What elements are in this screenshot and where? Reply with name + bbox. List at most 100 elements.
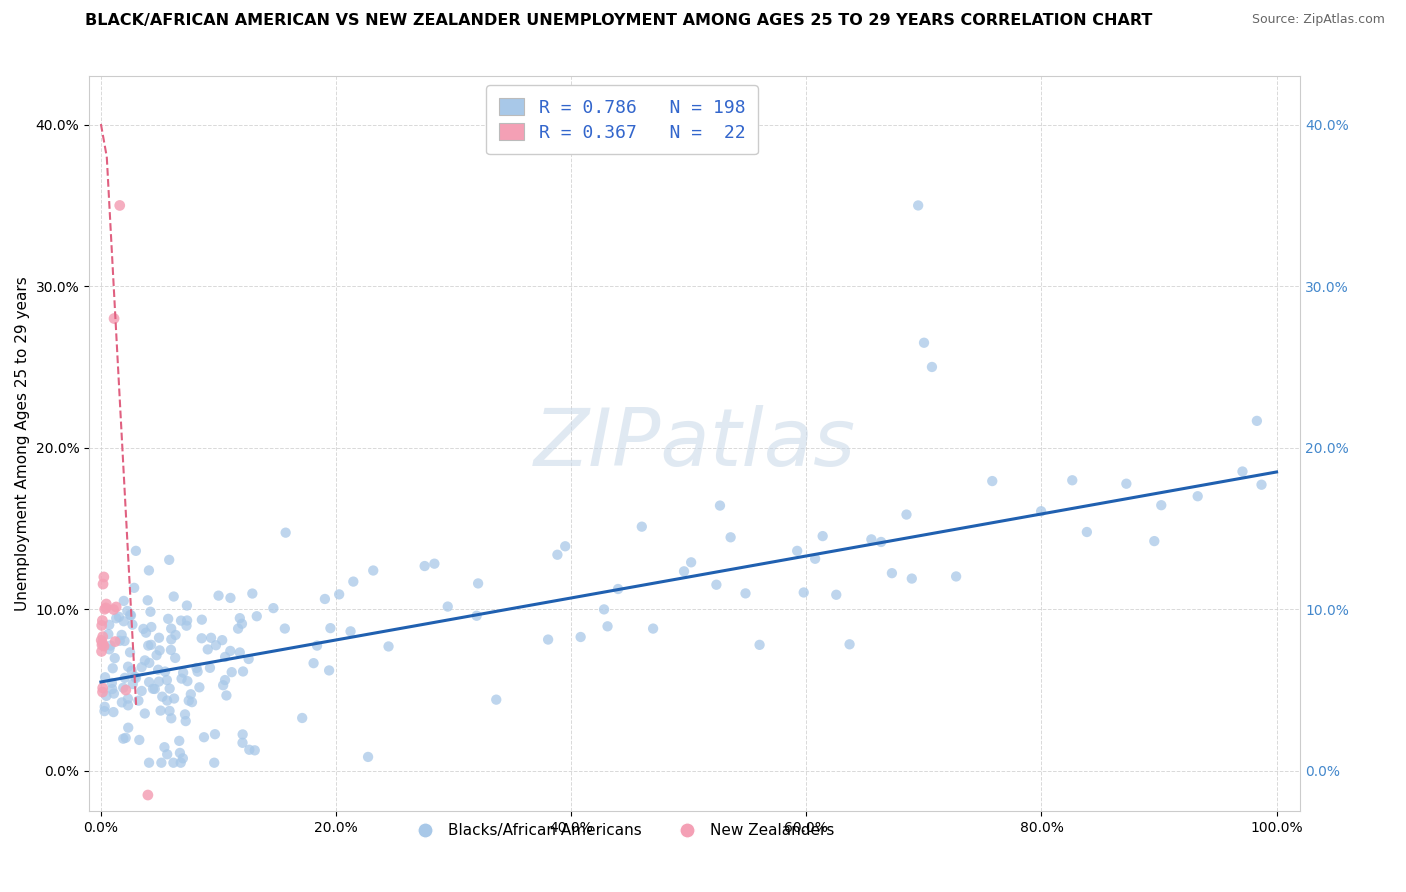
Point: [91, 630, 114, 644]
Point: [174, 707, 197, 722]
Point: [546, 548, 568, 562]
Point: [94, 670, 117, 684]
Point: [231, 616, 253, 631]
Point: [219, 591, 242, 605]
Point: [138, 563, 160, 577]
Point: [117, 698, 139, 713]
Point: [870, 535, 893, 549]
Point: [122, 581, 145, 595]
Point: [202, 756, 225, 770]
Point: [93, 570, 115, 584]
Point: [554, 539, 576, 553]
Point: [793, 585, 815, 599]
Point: [160, 711, 183, 725]
Point: [181, 695, 204, 709]
Point: [1076, 524, 1098, 539]
Point: [305, 639, 328, 653]
Point: [160, 643, 183, 657]
Point: [720, 530, 742, 544]
Point: [274, 622, 297, 636]
Point: [100, 639, 122, 653]
Point: [91, 685, 114, 699]
Point: [339, 624, 361, 639]
Point: [136, 788, 159, 802]
Point: [1029, 504, 1052, 518]
Point: [108, 198, 131, 212]
Point: [825, 588, 848, 602]
Point: [93, 639, 115, 653]
Point: [124, 670, 146, 684]
Point: [165, 651, 187, 665]
Point: [148, 631, 170, 645]
Point: [91, 638, 114, 652]
Point: [165, 628, 187, 642]
Point: [167, 734, 190, 748]
Point: [150, 756, 173, 770]
Point: [98, 642, 121, 657]
Point: [131, 684, 153, 698]
Point: [226, 622, 249, 636]
Point: [135, 625, 157, 640]
Point: [981, 474, 1004, 488]
Point: [607, 582, 630, 596]
Point: [120, 607, 142, 622]
Point: [101, 661, 124, 675]
Point: [537, 632, 560, 647]
Point: [328, 587, 350, 601]
Point: [1062, 473, 1084, 487]
Point: [465, 608, 488, 623]
Point: [163, 590, 186, 604]
Point: [593, 602, 616, 616]
Point: [91, 681, 114, 695]
Point: [361, 564, 384, 578]
Point: [748, 638, 770, 652]
Point: [1246, 414, 1268, 428]
Point: [136, 593, 159, 607]
Point: [238, 652, 260, 666]
Point: [139, 638, 162, 652]
Point: [706, 578, 728, 592]
Point: [485, 692, 508, 706]
Point: [153, 740, 176, 755]
Point: [901, 572, 924, 586]
Point: [121, 677, 143, 691]
Point: [357, 750, 380, 764]
Point: [131, 660, 153, 674]
Point: [120, 608, 142, 623]
Point: [1187, 489, 1209, 503]
Point: [921, 359, 943, 374]
Point: [90, 633, 112, 648]
Point: [112, 614, 135, 628]
Point: [149, 704, 172, 718]
Point: [811, 529, 834, 543]
Point: [262, 601, 284, 615]
Point: [838, 637, 860, 651]
Legend: Blacks/African Americans, New Zealanders: Blacks/African Americans, New Zealanders: [404, 817, 841, 844]
Point: [114, 683, 136, 698]
Point: [211, 633, 233, 648]
Point: [229, 645, 252, 659]
Point: [117, 604, 139, 618]
Point: [143, 681, 166, 696]
Point: [1115, 476, 1137, 491]
Point: [786, 544, 808, 558]
Point: [681, 555, 703, 569]
Point: [101, 681, 124, 696]
Point: [90, 644, 112, 658]
Point: [176, 614, 198, 628]
Point: [187, 665, 209, 679]
Point: [880, 566, 903, 581]
Point: [200, 631, 222, 645]
Point: [157, 612, 180, 626]
Point: [138, 656, 160, 670]
Point: [138, 675, 160, 690]
Point: [128, 733, 150, 747]
Point: [197, 642, 219, 657]
Point: [231, 736, 253, 750]
Point: [860, 533, 883, 547]
Point: [127, 693, 149, 707]
Point: [96, 689, 118, 703]
Point: [302, 656, 325, 670]
Point: [912, 335, 935, 350]
Point: [162, 756, 184, 770]
